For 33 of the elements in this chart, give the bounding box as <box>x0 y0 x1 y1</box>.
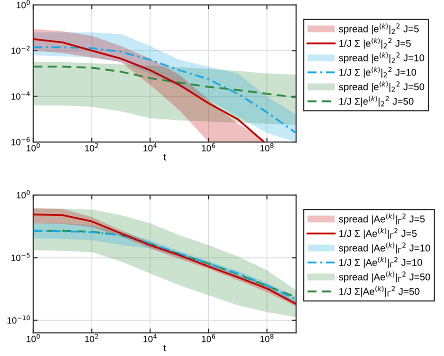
y-tick-label: 10$^{0}$ <box>16 0 30 8</box>
y-tick-label: 10$^{−5}$ <box>11 252 30 262</box>
x-axis-title: t <box>164 154 166 160</box>
text: spread |Ae$^{(k)}$|$_{Γ}$$^{2}$ J=5 <box>338 213 425 224</box>
x-tick-label: 10$^{2}$ <box>85 334 98 342</box>
y-tick-label: 10$^{−2}$ <box>11 46 30 54</box>
legend-label: 1/J Σ |e$^{(k)}$|$_{2}$$^{2}$ J=10 <box>339 66 416 78</box>
legend-label: 1/J Σ |e$^{(k)}$|$_{2}$$^{2}$ J=5 <box>339 38 411 49</box>
x-axis-title: t <box>164 344 166 352</box>
legend-label: 1/J Σ |Ae$^{(k)}$|$_{Γ}$$^{2}$ J=10 <box>339 256 422 268</box>
legend-label: 1/J Σ|Ae$^{(k)}$|$_{Γ}$$^{2}$ J=50 <box>339 286 420 297</box>
x-tick-label: 10$^{0}$ <box>26 143 40 152</box>
y-tick-label: 10$^{−4}$ <box>11 92 30 100</box>
x-tick-label: 10$^{0}$ <box>26 334 40 342</box>
x-tick-label: 10$^{6}$ <box>202 143 216 152</box>
x-tick-label: 10$^{6}$ <box>202 334 216 342</box>
y-tick-label: 10$^{−10}$ <box>7 315 30 324</box>
legend-label: 1/J Σ|e$^{(k)}$|$_{2}$$^{2}$ J=50 <box>339 96 414 107</box>
text: spread |Ae$^{(k)}$|$_{Γ}$$^{2}$ J=50 <box>338 271 430 282</box>
x-tick-label: 10$^{2}$ <box>85 143 98 152</box>
text: spread |e$^{(k)}$|$_{2}$$^{2}$ J=5 <box>338 23 419 34</box>
text: spread |e$^{(k)}$|$_{2}$$^{2}$ J=50 <box>338 81 424 92</box>
x-tick-label: 10$^{4}$ <box>144 334 157 342</box>
text: spread |e$^{(k)}$|$_{2}$$^{2}$ J=10 <box>338 52 424 64</box>
line-series <box>33 66 296 98</box>
line-series <box>33 46 296 134</box>
x-tick-label: 10$^{8}$ <box>260 143 274 152</box>
y-tick-label: 10$^{−6}$ <box>11 137 30 146</box>
x-tick-label: 10$^{8}$ <box>260 334 274 342</box>
legend-label: 1/J Σ |Ae$^{(k)}$|$_{Γ}$$^{2}$ J=5 <box>339 228 417 239</box>
x-tick-label: 10$^{4}$ <box>144 143 157 152</box>
y-tick-label: 10$^{0}$ <box>16 190 30 198</box>
text: spread |Ae$^{(k)}$|$_{Γ}$$^{2}$ J=10 <box>338 242 430 254</box>
